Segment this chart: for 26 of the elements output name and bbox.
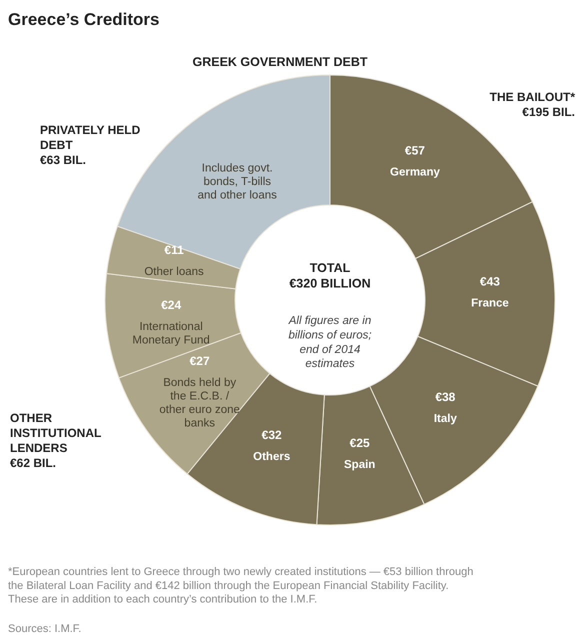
chart-subtitle: GREEK GOVERNMENT DEBT bbox=[192, 55, 368, 69]
slice-label: Bonds held by the E.C.B. / other euro zone banks bbox=[159, 376, 240, 430]
data-label: €57 bbox=[404, 143, 426, 158]
text: OTHER INSTITUTIONAL LENDERS €62 BIL. bbox=[10, 411, 102, 470]
slice-label: International Monetary Fund bbox=[132, 320, 210, 346]
slice-label: Spain bbox=[344, 459, 376, 472]
text: TOTAL €320 BILLION bbox=[289, 261, 371, 291]
source-note: Sources: I.M.F. bbox=[8, 623, 82, 635]
data-label: €27 bbox=[190, 354, 210, 368]
slice-label: Others bbox=[253, 450, 290, 463]
data-label: €11 bbox=[164, 243, 184, 258]
data-label: €25 bbox=[350, 436, 370, 450]
text: All figures are in billions of euros; end of 2014 estimates bbox=[288, 315, 372, 370]
text: PRIVATELY HELD DEBT €63 BIL. bbox=[40, 123, 141, 167]
slice-label: Includes govt. bonds, T-bills and other loans bbox=[198, 162, 278, 202]
slice-label: Germany bbox=[390, 166, 440, 178]
data-label: €38 bbox=[435, 390, 456, 404]
text: THE BAILOUT* €195 BIL. bbox=[490, 90, 576, 119]
text: *European countries lent to Greece through two newly created institutions — €53 billion through the Bilateral Loan Facility and €142 billion through the European Financial Stability Facility. These are in addition to each country’s contribution to the I.M.F. bbox=[8, 566, 474, 606]
slice-label: Other loans bbox=[144, 266, 204, 278]
chart-title: Greece’s Creditors bbox=[8, 10, 160, 29]
data-label: €43 bbox=[480, 274, 500, 288]
slice-label: Italy bbox=[434, 412, 458, 425]
data-label: €32 bbox=[262, 428, 282, 442]
data-label: €24 bbox=[161, 298, 182, 312]
slice-label: France bbox=[471, 297, 509, 310]
